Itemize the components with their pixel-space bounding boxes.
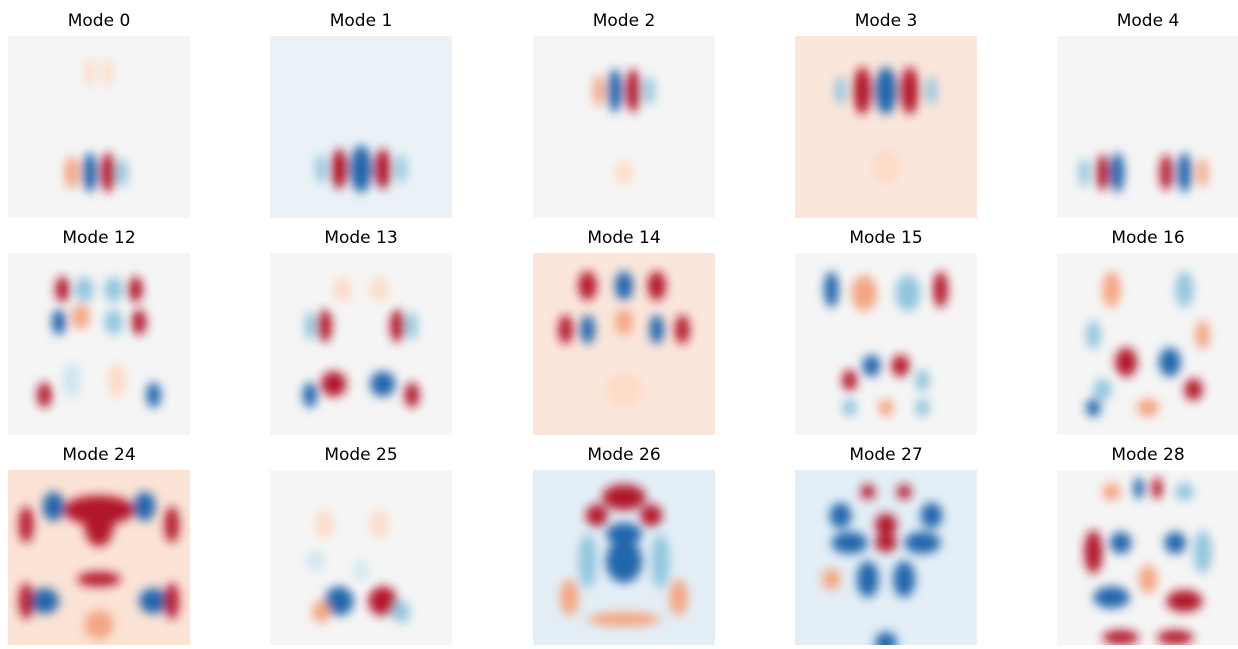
panel-title: Mode 24 xyxy=(62,445,135,465)
panel-title: Mode 3 xyxy=(855,11,918,31)
panel: Mode 0 xyxy=(8,11,190,218)
mode-image xyxy=(795,36,977,218)
panel: Mode 4 xyxy=(1057,11,1238,218)
panel: Mode 3 xyxy=(795,11,977,218)
panel-title: Mode 4 xyxy=(1117,11,1180,31)
panel-title: Mode 28 xyxy=(1111,445,1184,465)
mode-image xyxy=(8,253,190,435)
panel-title: Mode 26 xyxy=(587,445,660,465)
mode-image xyxy=(8,36,190,218)
panel: Mode 27 xyxy=(795,445,977,649)
panel-title: Mode 27 xyxy=(849,445,922,465)
panel-title: Mode 15 xyxy=(849,228,922,248)
panel: Mode 13 xyxy=(270,228,452,435)
mode-image xyxy=(270,36,452,218)
panel-title: Mode 16 xyxy=(1111,228,1184,248)
panel-title: Mode 12 xyxy=(62,228,135,248)
panel-title: Mode 25 xyxy=(324,445,397,465)
mode-image xyxy=(1057,36,1238,218)
panel-title: Mode 13 xyxy=(324,228,397,248)
panel: Mode 12 xyxy=(8,228,190,435)
panel: Mode 26 xyxy=(533,445,715,649)
panel: Mode 25 xyxy=(270,445,452,649)
mode-image xyxy=(8,470,190,649)
panel: Mode 16 xyxy=(1057,228,1238,435)
mode-image xyxy=(533,253,715,435)
panel-title: Mode 14 xyxy=(587,228,660,248)
panel-title: Mode 1 xyxy=(330,11,393,31)
panel: Mode 2 xyxy=(533,11,715,218)
mode-image xyxy=(1057,470,1238,649)
panel-title: Mode 2 xyxy=(593,11,656,31)
mode-image xyxy=(270,470,452,649)
panel: Mode 14 xyxy=(533,228,715,435)
mode-image xyxy=(270,253,452,435)
panel-title: Mode 0 xyxy=(68,11,131,31)
panel: Mode 1 xyxy=(270,11,452,218)
mode-image xyxy=(533,470,715,649)
mode-image xyxy=(795,253,977,435)
mode-image xyxy=(533,36,715,218)
panel: Mode 15 xyxy=(795,228,977,435)
panel: Mode 24 xyxy=(8,445,190,649)
panel: Mode 28 xyxy=(1057,445,1238,649)
mode-image xyxy=(1057,253,1238,435)
mode-image xyxy=(795,470,977,649)
